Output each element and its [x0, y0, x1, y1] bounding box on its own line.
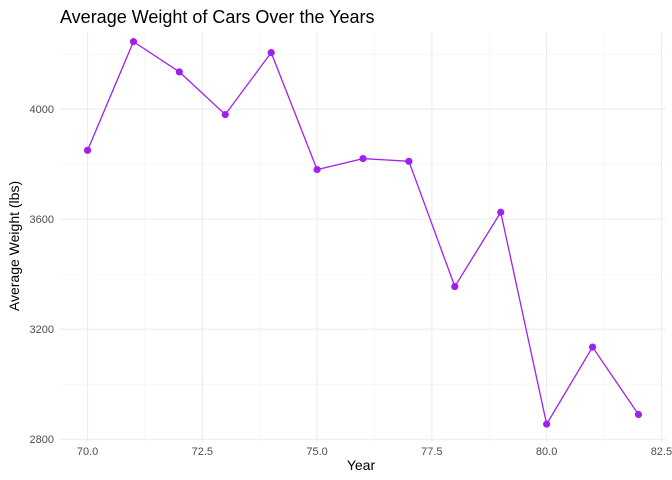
series-layer [83, 38, 643, 428]
data-point [543, 420, 551, 428]
y-tick-label: 4000 [30, 104, 54, 116]
data-point [267, 49, 275, 57]
x-tick-label: 75.0 [306, 446, 327, 458]
x-tick-label: 80.0 [536, 446, 557, 458]
series-line [86, 40, 639, 425]
minor-gridlines [60, 32, 666, 442]
x-tick-label: 72.5 [192, 446, 213, 458]
x-tick-label: 82.5 [651, 446, 672, 458]
data-point [497, 208, 505, 216]
x-tick-label: 70.0 [77, 446, 98, 458]
major-gridlines [60, 32, 666, 442]
data-point [313, 165, 321, 174]
data-point [221, 110, 229, 119]
data-point [634, 410, 643, 419]
chart-title: Average Weight of Cars Over the Years [60, 7, 375, 27]
data-point [359, 154, 367, 163]
y-tick-label: 3600 [30, 214, 54, 226]
y-tick-label: 3200 [30, 324, 54, 336]
x-tick-labels: 70.0 72.5 75.0 77.5 80.0 82.5 [77, 446, 672, 458]
y-tick-labels: 2800 3200 3600 4000 [30, 104, 54, 446]
x-tick-label: 77.5 [421, 446, 442, 458]
x-axis-label: Year [347, 457, 376, 473]
data-point [588, 343, 597, 351]
data-point [405, 157, 413, 165]
y-axis-label: Average Weight (lbs) [6, 181, 22, 311]
data-point [175, 68, 183, 76]
data-point [129, 38, 138, 46]
data-point [83, 146, 92, 154]
y-tick-label: 2800 [30, 434, 54, 446]
data-point [451, 282, 459, 291]
